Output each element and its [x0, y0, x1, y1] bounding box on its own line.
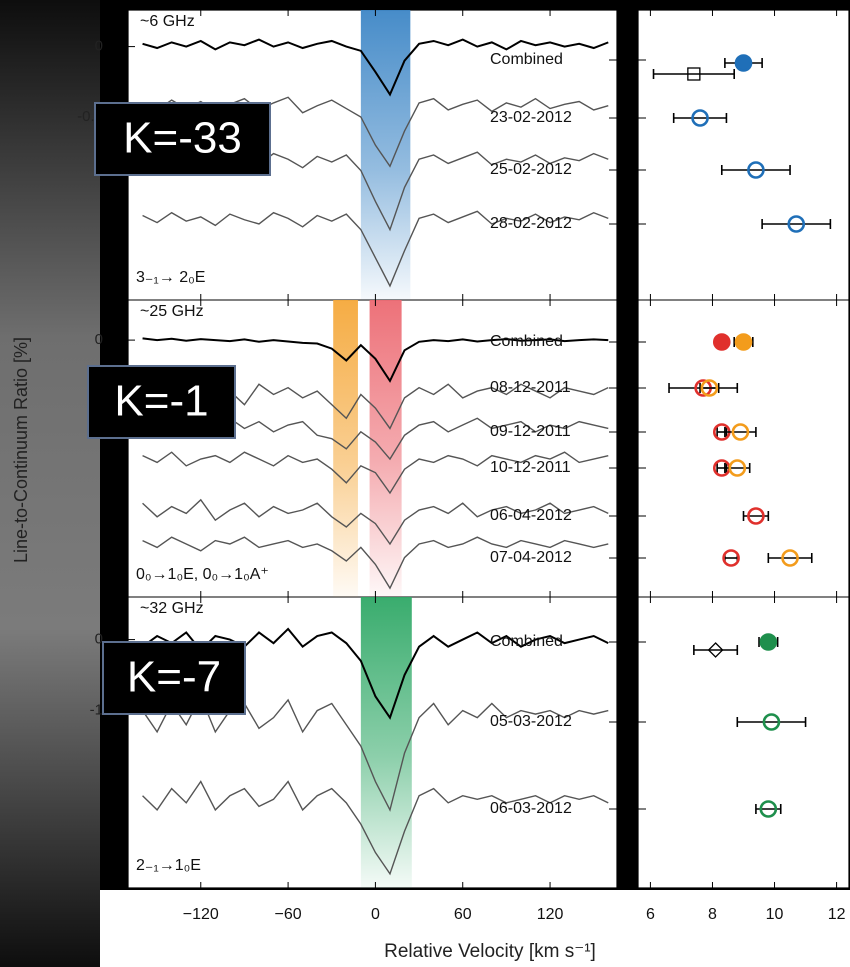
frequency-label: ~6 GHz: [140, 13, 195, 30]
x-tick-label: 120: [537, 906, 564, 923]
y-tick-label: -1: [90, 702, 103, 719]
velocity-marker: [707, 642, 724, 658]
x-tick-label: 60: [454, 906, 472, 923]
spectrum-line: [142, 498, 609, 546]
velocity-marker: [734, 54, 753, 72]
annotation-text: K=-1: [114, 377, 208, 426]
y-tick-label: 0: [95, 38, 103, 55]
bottom-margin: [100, 890, 850, 967]
spectrum-line: [142, 38, 609, 97]
velocity-marker: [759, 800, 778, 818]
velocity-marker: [747, 161, 765, 179]
x-axis-label: Relative Velocity [km s⁻¹]: [384, 941, 596, 962]
series-label: 28-02-2012: [490, 215, 572, 232]
velocity-marker: [747, 507, 765, 525]
transition-label: 0₀→1₀E, 0₀→1₀A⁺: [136, 566, 269, 583]
velocity-marker: [787, 215, 806, 233]
annotation-box: [94, 102, 271, 176]
velocity-band: [360, 10, 411, 300]
x-tick-label: 0: [371, 906, 380, 923]
velocity-band: [360, 597, 412, 888]
series-label: 23-02-2012: [490, 109, 572, 126]
transition-label: 2₋₁→1₀E: [136, 857, 201, 874]
spectrum-line: [142, 451, 609, 495]
series-label: 09-12-2011: [490, 423, 571, 440]
series-label: 06-03-2012: [490, 800, 572, 817]
velocity-marker: [691, 109, 709, 127]
series-label: 10-12-2011: [490, 459, 571, 476]
velocity-marker: [700, 379, 719, 397]
velocity-marker: [728, 459, 747, 477]
x-tick-label: −60: [275, 906, 302, 923]
spectrum-line: [141, 694, 609, 812]
spectrum-line: [142, 210, 609, 288]
velocity-marker: [734, 333, 753, 351]
series-label: Combined: [490, 333, 563, 350]
x2-tick-label: 8: [708, 906, 717, 923]
y-tick-label: 0: [95, 331, 103, 348]
annotation-layer: K=-33 K=-1 K=-7: [87, 102, 271, 715]
frequency-label: ~32 GHz: [140, 600, 204, 617]
annotation-text: K=-33: [123, 114, 242, 163]
x-tick-label: −120: [183, 906, 219, 923]
transition-label: 3₋₁→ 2₀E: [136, 269, 205, 286]
spectrum-line: [142, 337, 609, 383]
spectrum-line: [142, 536, 609, 590]
series-label: Combined: [490, 633, 563, 650]
annotation-text: K=-7: [127, 653, 221, 702]
velocity-marker: [781, 549, 799, 567]
spectrum-line: [141, 627, 609, 720]
series-label: 08-12-2011: [490, 379, 571, 396]
velocity-marker: [762, 713, 781, 731]
series-label: 07-04-2012: [490, 549, 572, 566]
y-tick-label: 0: [95, 631, 103, 648]
y-axis-label: Line-to-Continuum Ratio [%]: [11, 337, 31, 563]
velocity-marker: [687, 67, 701, 81]
velocity-frame: [637, 9, 850, 889]
series-label: 06-04-2012: [490, 507, 572, 524]
annotation-box: [102, 641, 246, 715]
annotation-box: [87, 365, 236, 439]
spectrum-line: [142, 780, 609, 876]
background-image: [0, 0, 100, 967]
x2-tick-label: 6: [646, 906, 655, 923]
series-label: 05-03-2012: [490, 713, 572, 730]
plot-layer: 0-0.5Combined23-02-201225-02-201228-02-2…: [77, 10, 846, 923]
x2-tick-label: 10: [766, 906, 784, 923]
x2-tick-label: 12: [828, 906, 846, 923]
frequency-label: ~25 GHz: [140, 303, 204, 320]
velocity-marker: [712, 333, 731, 351]
velocity-marker: [759, 633, 778, 651]
series-label: Combined: [490, 51, 563, 68]
velocity-marker: [722, 549, 740, 567]
series-label: 25-02-2012: [490, 161, 572, 178]
velocity-marker: [731, 423, 750, 441]
